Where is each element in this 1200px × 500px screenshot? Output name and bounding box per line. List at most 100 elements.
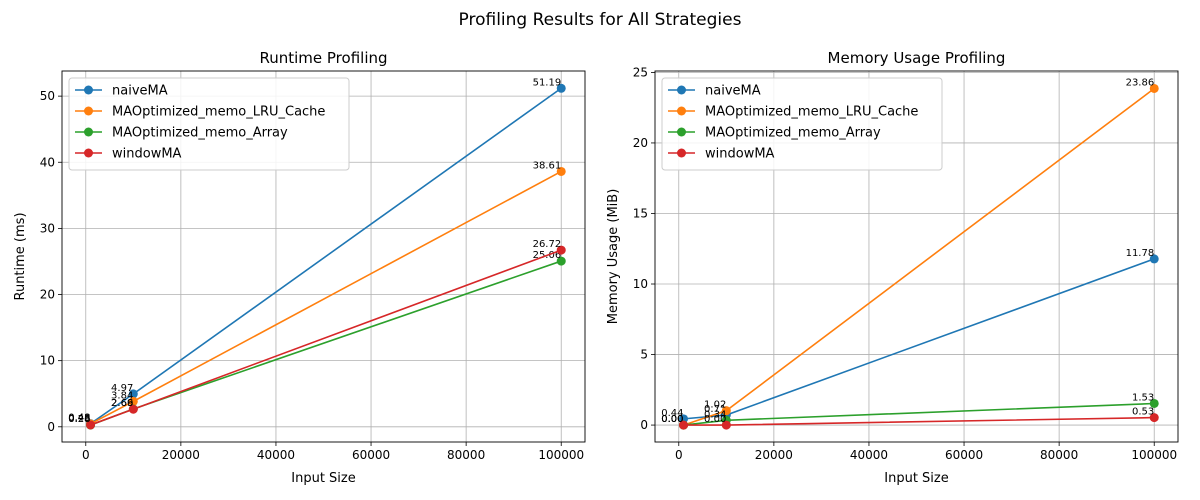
memory-legend-item-maoptimized-memo-lru-cache: MAOptimized_memo_LRU_Cache [668, 105, 918, 120]
runtime-x-tick-label: 100000 [538, 448, 584, 462]
runtime-y-tick-label: 40 [40, 155, 55, 169]
runtime-data-label: 51.19 [533, 77, 562, 88]
runtime-legend-item-maoptimized-memo-array: MAOptimized_memo_Array [75, 126, 288, 141]
memory-series-naivema: 0.44 0.71 11.78 [661, 248, 1159, 424]
runtime-series-windowma: 0.28 2.66 26.72 [68, 239, 566, 430]
runtime-plot-frame [61, 70, 586, 443]
memory-data-label: 1.53 [1132, 392, 1154, 403]
runtime-x-tick-label: 80000 [447, 448, 485, 462]
runtime-legend-swatch-marker [84, 106, 93, 116]
runtime-data-point [128, 404, 138, 414]
memory-legend-label: windowMA [705, 147, 775, 162]
runtime-series-line [90, 249, 562, 426]
memory-y-tick-label: 10 [633, 277, 648, 291]
runtime-data-point [128, 396, 138, 406]
memory-data-label: 0.00 [661, 414, 683, 425]
runtime-legend-label: MAOptimized_memo_LRU_Cache [112, 105, 325, 120]
memory-chart: Memory Usage Profiling 0 20000 40000 60000 80… [606, 49, 1179, 486]
runtime-legend: naiveMA MAOptimized_memo_LRU_Cache MAOptim… [68, 77, 350, 171]
runtime-data-point [556, 256, 566, 266]
memory-y-axis-label: Memory Usage (MiB) [606, 189, 621, 325]
runtime-data-label: 38.61 [533, 160, 562, 171]
memory-data-label: 0.00 [661, 414, 683, 425]
runtime-data-point [86, 420, 96, 430]
runtime-data-label: 26.72 [533, 239, 562, 250]
runtime-x-tick-label: 0 [82, 448, 90, 462]
memory-series-line [683, 258, 1155, 420]
runtime-data-label: 2.66 [111, 398, 133, 409]
memory-legend-swatch-marker [677, 106, 686, 116]
memory-plot-frame [654, 70, 1179, 443]
runtime-x-tick-label: 20000 [162, 448, 200, 462]
runtime-y-axis-label: Runtime (ms) [13, 212, 28, 300]
memory-y-tick-label: 15 [633, 206, 648, 220]
runtime-chart: Runtime Profiling 0 20000 40000 60000 80000 10… [13, 49, 586, 486]
memory-data-point [1149, 413, 1159, 423]
memory-legend-item-maoptimized-memo-array: MAOptimized_memo_Array [668, 126, 881, 141]
runtime-data-label: 4.97 [111, 383, 133, 394]
memory-data-point [679, 414, 689, 424]
memory-legend-label: naiveMA [705, 84, 761, 99]
memory-data-point [1149, 254, 1159, 264]
memory-x-tick-label: 60000 [945, 448, 983, 462]
runtime-data-point [128, 389, 138, 399]
memory-y-tick-label: 0 [640, 418, 648, 432]
runtime-chart-title: Runtime Profiling [259, 49, 387, 67]
runtime-y-tick-label: 0 [47, 420, 55, 434]
memory-data-point [679, 420, 689, 430]
memory-data-label: 11.78 [1126, 248, 1155, 259]
memory-y-tick-label: 20 [633, 136, 648, 150]
runtime-legend-swatch-marker [84, 127, 93, 137]
memory-legend-swatch-marker [677, 127, 686, 137]
runtime-legend-item-naivema: naiveMA [75, 84, 168, 99]
memory-data-point [721, 406, 731, 416]
memory-chart-title: Memory Usage Profiling [828, 49, 1006, 67]
memory-data-point [721, 420, 731, 430]
memory-legend-item-naivema: naiveMA [668, 84, 761, 99]
memory-x-tick-label: 40000 [850, 448, 888, 462]
runtime-data-label: 2.69 [111, 398, 133, 409]
memory-legend-swatch-marker [677, 148, 686, 158]
runtime-legend-label: windowMA [112, 147, 182, 162]
memory-x-axis-label: Input Size [884, 471, 948, 486]
runtime-data-label: 0.45 [68, 413, 90, 424]
memory-legend-box [661, 77, 943, 171]
runtime-y-tick-label: 10 [40, 354, 55, 368]
memory-legend-swatch-marker [677, 85, 686, 95]
runtime-data-point [556, 166, 566, 176]
memory-y-tick-label: 25 [633, 65, 648, 79]
runtime-legend-label: naiveMA [112, 84, 168, 99]
runtime-data-point [556, 245, 566, 255]
runtime-legend-item-maoptimized-memo-lru-cache: MAOptimized_memo_LRU_Cache [75, 105, 325, 120]
memory-data-label: 0.00 [661, 414, 683, 425]
runtime-x-tick-label: 40000 [257, 448, 295, 462]
memory-x-tick-label: 80000 [1040, 448, 1078, 462]
memory-data-label: 0.53 [1132, 407, 1154, 418]
memory-legend-item-windowma: windowMA [668, 147, 775, 162]
memory-data-label: 1.02 [704, 400, 726, 411]
runtime-legend-box [68, 77, 350, 171]
memory-x-tick-label: 100000 [1131, 448, 1177, 462]
runtime-data-label: 0.48 [68, 413, 90, 424]
runtime-x-axis-label: Input Size [291, 471, 355, 486]
memory-y-tick-label: 5 [640, 348, 648, 362]
runtime-legend-label: MAOptimized_memo_Array [112, 126, 288, 141]
runtime-x-tick-label: 60000 [352, 448, 390, 462]
runtime-series-line [90, 260, 562, 426]
memory-data-label: 0.34 [704, 409, 726, 420]
memory-legend-label: MAOptimized_memo_LRU_Cache [705, 105, 918, 120]
runtime-series-line [90, 170, 562, 425]
runtime-legend-swatch-marker [84, 85, 93, 95]
memory-data-label: 23.86 [1126, 77, 1155, 88]
memory-legend-label: MAOptimized_memo_Array [705, 126, 881, 141]
memory-data-label: 0.44 [661, 408, 683, 419]
memory-data-label: 0.71 [704, 404, 726, 415]
runtime-data-point [556, 83, 566, 93]
runtime-legend-swatch-marker [84, 148, 93, 158]
memory-x-tick-label: 20000 [755, 448, 793, 462]
runtime-y-tick-label: 20 [40, 288, 55, 302]
figure-title: Profiling Results for All Strategies [459, 10, 742, 30]
memory-data-point [1149, 83, 1159, 93]
memory-legend: naiveMA MAOptimized_memo_LRU_Cache MAOptim… [661, 77, 943, 171]
